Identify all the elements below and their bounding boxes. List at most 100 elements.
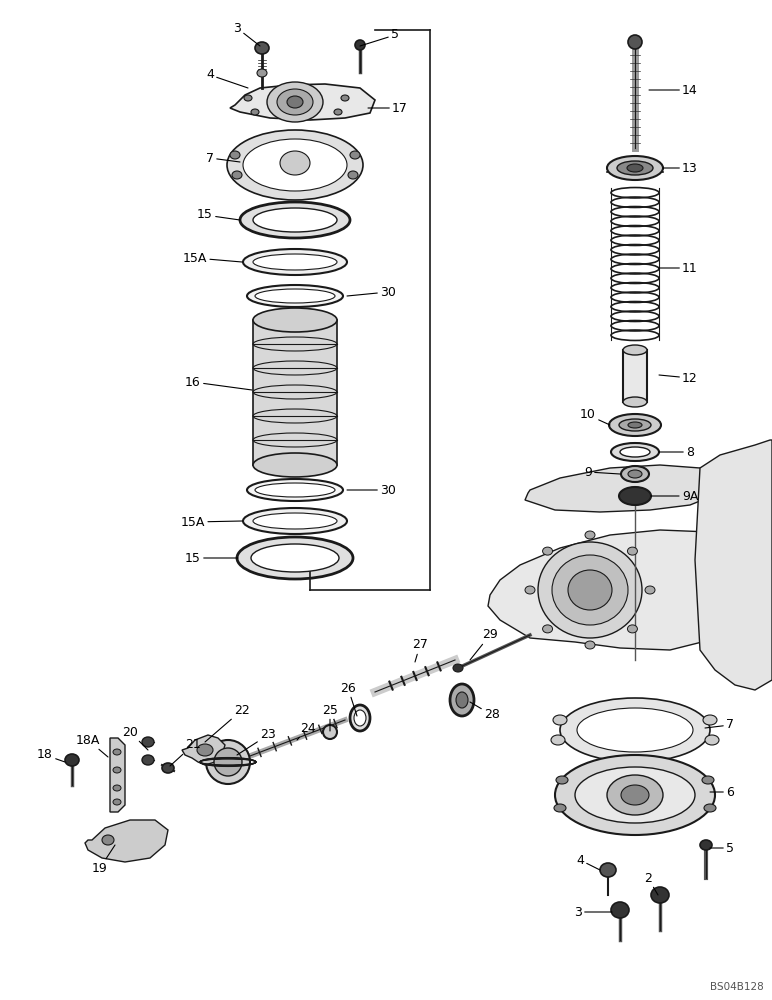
- Ellipse shape: [704, 804, 716, 812]
- Ellipse shape: [552, 555, 628, 625]
- Text: 3: 3: [574, 906, 612, 918]
- Ellipse shape: [230, 151, 240, 159]
- Polygon shape: [695, 440, 772, 690]
- Text: 24: 24: [297, 722, 316, 740]
- Text: 13: 13: [663, 161, 698, 174]
- Ellipse shape: [609, 414, 661, 436]
- Ellipse shape: [628, 625, 638, 633]
- Ellipse shape: [555, 755, 715, 835]
- Ellipse shape: [577, 708, 693, 752]
- Ellipse shape: [253, 308, 337, 332]
- Ellipse shape: [645, 586, 655, 594]
- Ellipse shape: [543, 625, 553, 633]
- Ellipse shape: [251, 544, 339, 572]
- Polygon shape: [525, 465, 720, 512]
- Ellipse shape: [619, 487, 651, 505]
- Ellipse shape: [102, 835, 114, 845]
- Text: 18A: 18A: [76, 734, 108, 757]
- Text: 30: 30: [347, 286, 396, 298]
- Text: 22: 22: [205, 704, 250, 742]
- Ellipse shape: [623, 397, 647, 407]
- Ellipse shape: [575, 767, 695, 823]
- Text: 12: 12: [659, 371, 698, 384]
- Text: 26: 26: [340, 682, 357, 716]
- Bar: [623, 350, 647, 402]
- Text: 18: 18: [37, 748, 65, 762]
- Ellipse shape: [621, 785, 649, 805]
- Ellipse shape: [113, 767, 121, 773]
- Ellipse shape: [702, 776, 714, 784]
- Text: 28: 28: [470, 702, 500, 722]
- Ellipse shape: [237, 537, 353, 579]
- Ellipse shape: [280, 151, 310, 175]
- Text: 5: 5: [710, 842, 734, 854]
- Polygon shape: [230, 84, 375, 120]
- Ellipse shape: [560, 698, 710, 762]
- Text: 29: 29: [470, 629, 498, 660]
- Ellipse shape: [703, 715, 717, 725]
- Ellipse shape: [287, 96, 303, 108]
- Ellipse shape: [627, 164, 643, 172]
- Text: 9A: 9A: [651, 489, 698, 502]
- Text: 15A: 15A: [181, 516, 242, 528]
- Ellipse shape: [554, 804, 566, 812]
- Ellipse shape: [619, 419, 651, 431]
- Ellipse shape: [355, 40, 365, 50]
- Ellipse shape: [585, 531, 595, 539]
- Ellipse shape: [348, 171, 358, 179]
- Text: 10: 10: [580, 408, 610, 425]
- Ellipse shape: [538, 542, 642, 638]
- Ellipse shape: [227, 130, 363, 200]
- Ellipse shape: [267, 82, 323, 122]
- Ellipse shape: [556, 776, 568, 784]
- Text: 7: 7: [705, 718, 734, 732]
- Ellipse shape: [651, 887, 669, 903]
- Ellipse shape: [525, 586, 535, 594]
- Ellipse shape: [628, 470, 642, 478]
- Ellipse shape: [255, 483, 335, 497]
- Ellipse shape: [251, 109, 259, 115]
- Ellipse shape: [628, 422, 642, 428]
- Ellipse shape: [620, 447, 650, 457]
- Ellipse shape: [113, 785, 121, 791]
- Text: 30: 30: [347, 484, 396, 496]
- Ellipse shape: [705, 735, 719, 745]
- Text: 7: 7: [206, 151, 240, 164]
- Text: 23: 23: [237, 728, 276, 755]
- Text: 15: 15: [185, 552, 238, 564]
- Ellipse shape: [334, 109, 342, 115]
- Ellipse shape: [142, 755, 154, 765]
- Text: 25: 25: [322, 704, 338, 731]
- Polygon shape: [85, 820, 168, 862]
- Text: 4: 4: [576, 854, 600, 870]
- Ellipse shape: [350, 705, 370, 731]
- Ellipse shape: [543, 547, 553, 555]
- Ellipse shape: [700, 840, 712, 850]
- Ellipse shape: [243, 508, 347, 534]
- Text: 19: 19: [92, 845, 115, 874]
- Text: 27: 27: [412, 639, 428, 662]
- Ellipse shape: [247, 285, 343, 307]
- Text: 15: 15: [197, 209, 240, 222]
- Polygon shape: [488, 530, 760, 650]
- Ellipse shape: [628, 35, 642, 49]
- Text: 16: 16: [185, 375, 252, 390]
- Text: 20: 20: [122, 726, 148, 750]
- Ellipse shape: [162, 763, 174, 773]
- Text: 3: 3: [233, 21, 260, 46]
- Ellipse shape: [607, 156, 663, 180]
- Ellipse shape: [253, 208, 337, 232]
- Ellipse shape: [243, 249, 347, 275]
- Ellipse shape: [206, 740, 250, 784]
- Ellipse shape: [453, 664, 463, 672]
- Ellipse shape: [611, 902, 629, 918]
- Ellipse shape: [607, 775, 663, 815]
- Ellipse shape: [243, 139, 347, 191]
- Text: 6: 6: [710, 786, 734, 798]
- Ellipse shape: [551, 735, 565, 745]
- Ellipse shape: [585, 641, 595, 649]
- Ellipse shape: [341, 95, 349, 101]
- Text: 2: 2: [644, 871, 658, 895]
- Ellipse shape: [65, 754, 79, 766]
- Ellipse shape: [456, 692, 468, 708]
